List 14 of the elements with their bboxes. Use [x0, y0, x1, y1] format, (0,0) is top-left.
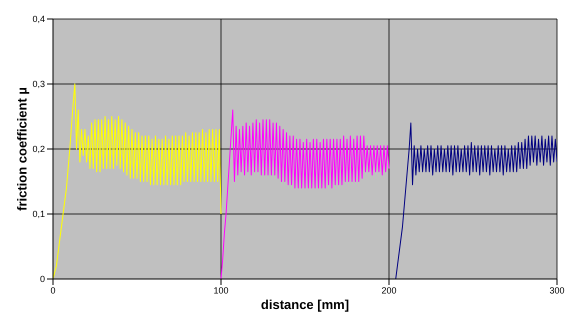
line-series: [220, 110, 390, 279]
x-tick-label: 300: [549, 285, 565, 296]
x-axis-title: distance [mm]: [260, 297, 350, 312]
x-tick-label: 200: [381, 285, 397, 296]
y-tick-label: 0,4: [32, 14, 45, 24]
x-tick-label: 0: [50, 285, 56, 296]
y-tick-label: 0,1: [32, 209, 45, 220]
y-tick-label: 0,3: [32, 79, 45, 90]
y-axis-title: friction coefficient µ: [14, 87, 30, 211]
y-tick-label: 0,2: [32, 144, 45, 154]
line-series: [53, 84, 222, 279]
line-series: [395, 122, 557, 279]
x-tick-label: 100: [213, 285, 229, 296]
y-tick-label: 0: [40, 274, 45, 284]
